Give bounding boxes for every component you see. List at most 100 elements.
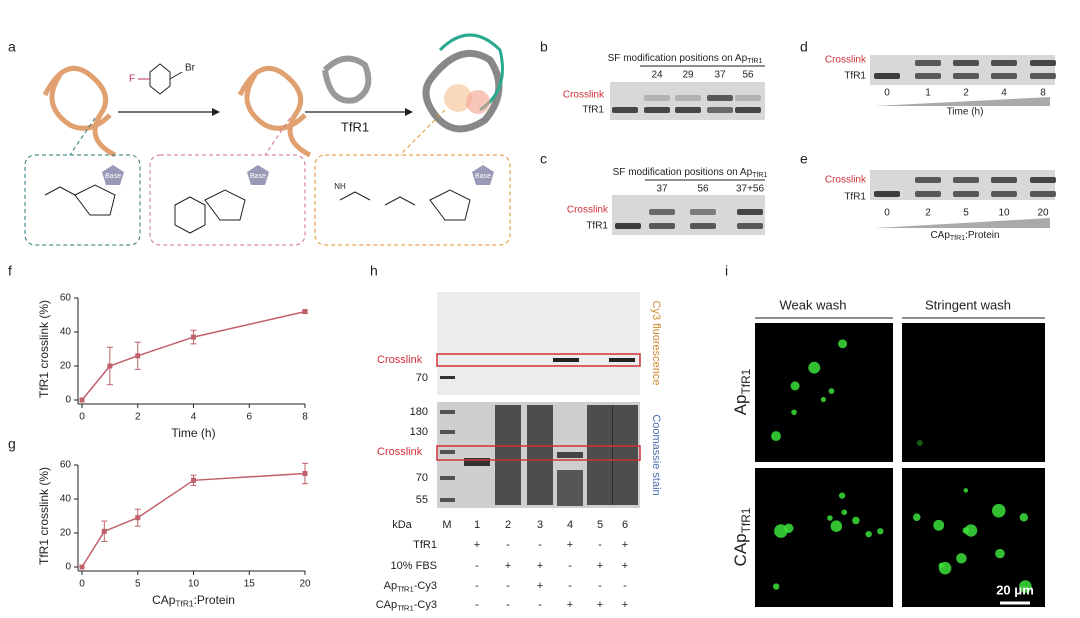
aptamer xyxy=(42,65,117,158)
label: + xyxy=(622,599,628,611)
y-tick-label: 60 xyxy=(60,293,72,304)
gel-band xyxy=(953,177,979,183)
y-tick-label: 40 xyxy=(60,327,72,338)
cell xyxy=(790,381,800,391)
label: - xyxy=(475,599,479,611)
x-tick-label: 10 xyxy=(188,579,200,590)
x-tick-label: 5 xyxy=(135,579,141,590)
aptamer xyxy=(237,65,312,158)
label: + xyxy=(505,560,511,572)
gel-band xyxy=(953,191,979,197)
gel-band xyxy=(1030,191,1056,197)
label: + xyxy=(567,539,573,551)
text-part: -Cy3 xyxy=(414,580,437,592)
gel-band xyxy=(991,191,1017,197)
label: 70 xyxy=(416,472,428,484)
cell xyxy=(820,396,826,403)
gel-band xyxy=(915,191,941,197)
x-axis-label: CApTfR1:Protein xyxy=(152,593,235,609)
x-tick-label: 20 xyxy=(299,579,311,590)
point xyxy=(191,334,196,340)
cell xyxy=(828,388,835,394)
lane-smear xyxy=(612,405,638,505)
gel-band xyxy=(991,73,1017,79)
label: 180 xyxy=(410,406,428,418)
cell xyxy=(933,519,945,531)
x-tick-label: 6 xyxy=(246,412,252,423)
text-part: SF modification positions on Ap xyxy=(608,53,748,64)
protein xyxy=(322,55,372,104)
label: Cy3 fluorescence xyxy=(650,301,662,386)
subscript: TfR1 xyxy=(739,507,753,533)
label: 6 xyxy=(622,519,628,531)
label: - xyxy=(506,580,510,592)
label: 24 xyxy=(651,70,663,81)
label: SF modification positions on ApTfR1 xyxy=(613,167,768,179)
marker-band xyxy=(440,430,455,434)
label: - xyxy=(538,539,542,551)
subscript: TfR1 xyxy=(397,584,414,593)
x-tick-label: 4 xyxy=(191,412,197,423)
gel-band xyxy=(874,191,900,197)
y-axis-label: TfR1 crosslink (%) xyxy=(37,467,51,565)
gel-band xyxy=(915,73,941,79)
gel xyxy=(610,82,765,120)
point xyxy=(302,309,308,315)
x-axis-label: Time (h) xyxy=(171,426,215,440)
x-tick-label: 0 xyxy=(79,412,85,423)
cell xyxy=(838,339,848,349)
label: 2 xyxy=(963,88,969,99)
gel-band xyxy=(874,73,900,79)
text-part: CAp xyxy=(930,230,950,241)
label: - xyxy=(475,560,479,572)
text-part: Ap xyxy=(731,394,750,415)
arrow-head xyxy=(212,108,220,116)
cell xyxy=(938,561,952,575)
label: 5 xyxy=(597,519,603,531)
text-part: -Cy3 xyxy=(414,599,437,611)
text-part: :Protein xyxy=(965,230,999,241)
marker-band xyxy=(440,410,455,414)
label: + xyxy=(597,599,603,611)
cell xyxy=(827,515,833,521)
label: 1 xyxy=(474,519,480,531)
benzene xyxy=(149,63,171,95)
label: - xyxy=(568,580,572,592)
marker-band xyxy=(440,376,455,379)
text-part: SF modification positions on Ap xyxy=(613,167,753,178)
point xyxy=(79,397,85,403)
leader xyxy=(399,109,446,156)
gel-band xyxy=(707,95,733,101)
sugar xyxy=(44,184,116,216)
label: Crosslink xyxy=(825,175,867,186)
cell xyxy=(963,488,969,493)
label: Stringent wash xyxy=(925,297,1011,312)
arrow-head xyxy=(405,108,413,116)
site xyxy=(466,90,490,114)
label: ApTfR1-Cy3 xyxy=(384,580,437,593)
fluor-band xyxy=(553,358,579,362)
label: 4 xyxy=(567,519,573,531)
label: NH xyxy=(334,182,346,191)
cell xyxy=(865,530,872,538)
label: - xyxy=(623,580,627,592)
cell xyxy=(830,520,843,532)
gel-band xyxy=(1030,177,1056,183)
point xyxy=(79,564,85,570)
point xyxy=(135,353,141,359)
cell xyxy=(962,527,970,534)
lane-smear xyxy=(495,405,521,505)
gel-band xyxy=(991,177,1017,183)
label: - xyxy=(598,539,602,551)
gel-band xyxy=(953,60,979,66)
panel-letter: b xyxy=(540,39,548,55)
point xyxy=(135,515,141,521)
label: M xyxy=(442,519,451,531)
micrograph xyxy=(755,323,893,462)
complex-aptamer xyxy=(438,33,504,112)
lane-band xyxy=(464,458,490,466)
gel-band xyxy=(675,107,701,113)
fluor-band xyxy=(609,358,635,362)
base xyxy=(247,165,269,185)
gel-band xyxy=(644,107,670,113)
